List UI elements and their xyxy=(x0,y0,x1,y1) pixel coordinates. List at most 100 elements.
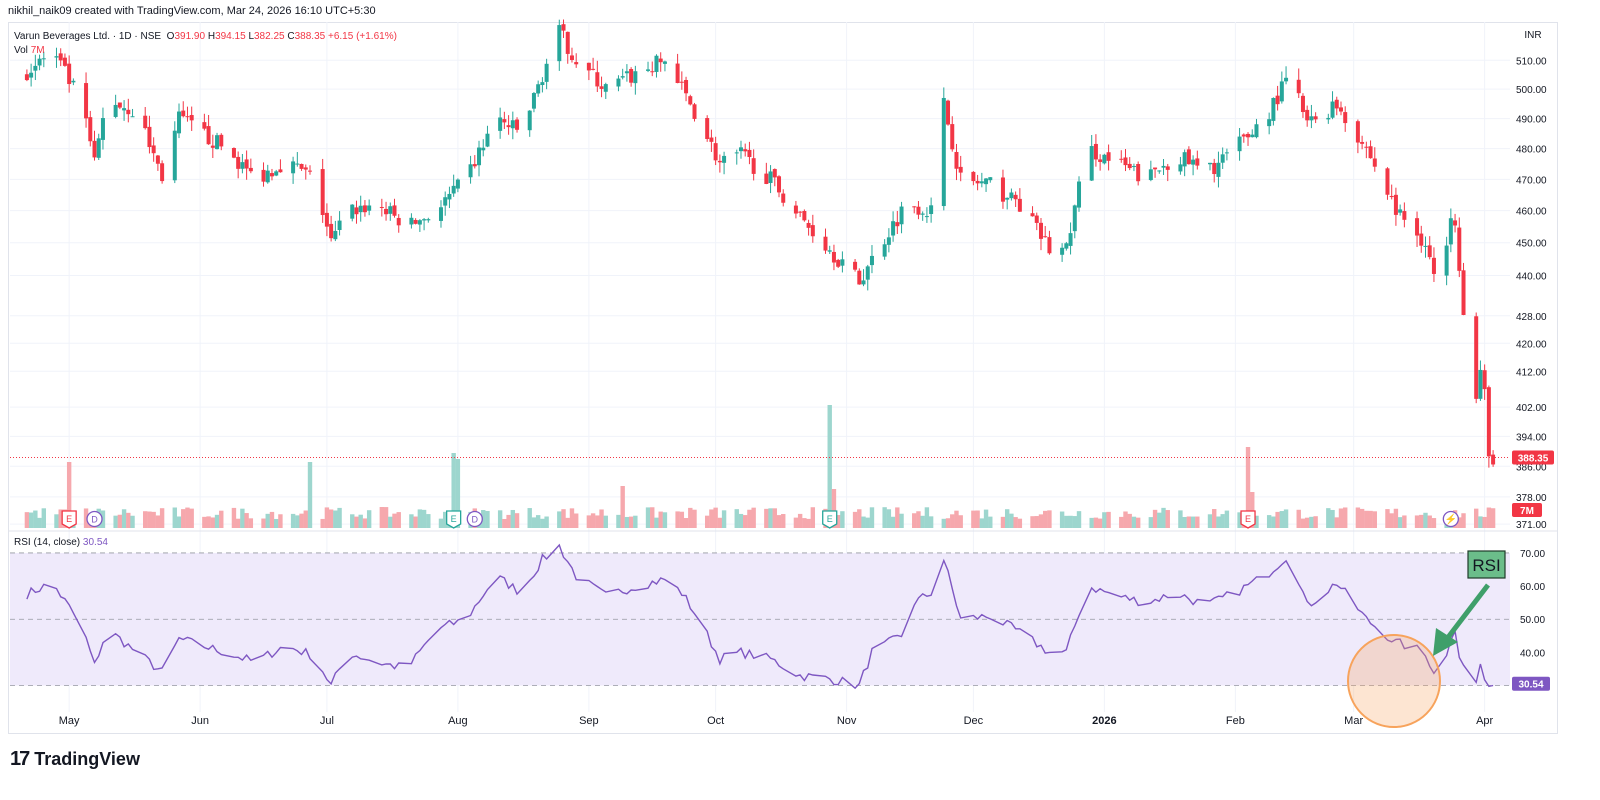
candle-body xyxy=(1271,97,1276,121)
candle-body xyxy=(1398,209,1403,213)
candle-body xyxy=(1195,158,1200,166)
chart-frame[interactable] xyxy=(8,22,1558,734)
candle-body xyxy=(1106,152,1111,161)
volume-bar xyxy=(83,508,89,528)
symbol-title[interactable]: Varun Beverages Ltd. · 1D · NSE xyxy=(14,31,162,42)
candle-body xyxy=(616,78,621,87)
volume-label[interactable]: Vol xyxy=(14,45,28,56)
volume-bar xyxy=(633,515,638,528)
volume-bar xyxy=(1237,512,1242,528)
candle-body xyxy=(1089,146,1094,181)
candle-body xyxy=(561,24,566,31)
volume-bar xyxy=(1490,508,1496,528)
chart-credit: nikhil_naik09 created with TradingView.c… xyxy=(8,5,376,17)
volume-bar xyxy=(628,516,634,528)
candle-body xyxy=(177,111,182,134)
volume-bar xyxy=(362,518,368,528)
volume-bar xyxy=(240,508,245,528)
tradingview-logo[interactable]: 17 TradingView xyxy=(10,748,140,771)
volume-bar xyxy=(793,517,799,528)
volume-bar xyxy=(324,507,330,528)
candle-body xyxy=(1448,218,1453,245)
candle-body xyxy=(569,55,574,60)
candle-body xyxy=(891,221,896,236)
candle-body xyxy=(274,171,279,176)
volume-bar xyxy=(743,515,748,528)
candle-body xyxy=(1009,192,1014,199)
volume-bar xyxy=(709,509,714,528)
candle-body xyxy=(1098,159,1103,162)
volume-bar xyxy=(273,518,279,528)
volume-bar xyxy=(920,515,925,528)
volume-bar xyxy=(1102,512,1107,528)
candle-body xyxy=(1017,198,1022,212)
volume-bar xyxy=(1313,516,1318,528)
volume-bar xyxy=(278,514,283,528)
candle-body xyxy=(1136,164,1141,182)
candle-body xyxy=(764,173,769,184)
volume-bar xyxy=(1157,512,1162,528)
volume-bar xyxy=(350,514,355,528)
volume-bar xyxy=(1283,509,1289,528)
volume-bar xyxy=(1414,515,1420,528)
volume-badge xyxy=(1512,503,1542,517)
volume-bar xyxy=(675,511,680,528)
candle-body xyxy=(1123,157,1128,166)
volume-bar xyxy=(485,511,490,528)
candle-body xyxy=(261,169,266,182)
rsi-axis-label: 70.00 xyxy=(1520,549,1545,560)
candle-body xyxy=(320,169,325,216)
candle-body xyxy=(278,169,283,173)
volume-bar xyxy=(1224,510,1230,528)
volume-bar xyxy=(379,507,385,528)
volume-bar xyxy=(557,511,562,528)
volume-bar xyxy=(565,517,570,528)
volume-bar xyxy=(1072,516,1077,528)
candle-body xyxy=(1368,146,1373,159)
volume-bar xyxy=(899,513,904,528)
candle-body xyxy=(624,71,629,74)
candle-body xyxy=(1360,141,1365,144)
candle-body xyxy=(810,225,815,237)
volume-bar xyxy=(535,515,541,528)
candle-body xyxy=(827,250,832,252)
candle-body xyxy=(899,206,904,225)
candle-body xyxy=(231,148,236,158)
candle-body xyxy=(455,179,460,189)
price-axis-label: 371.00 xyxy=(1516,520,1547,531)
volume-bar xyxy=(155,515,161,528)
volume-bar xyxy=(366,510,372,528)
earnings-marker-icon xyxy=(446,510,462,529)
candle-body xyxy=(1419,233,1424,246)
candle-body xyxy=(443,197,448,206)
rsi-value-badge-text: 30.54 xyxy=(1518,680,1543,691)
volume-bar xyxy=(244,513,249,528)
candle-body xyxy=(143,115,148,129)
currency-label[interactable]: INR xyxy=(1514,27,1552,45)
volume-bar xyxy=(975,510,980,528)
rsi-title[interactable]: RSI (14, close) xyxy=(14,537,81,548)
candle-body xyxy=(96,138,101,158)
last-price-badge xyxy=(1512,450,1554,465)
candle-body xyxy=(113,104,118,117)
volume-value: 7M xyxy=(30,45,45,56)
volume-bar xyxy=(1266,515,1272,528)
volume-bar xyxy=(1402,515,1407,528)
candle-body xyxy=(84,83,89,119)
volume-bar xyxy=(219,510,224,528)
candle-body xyxy=(1334,99,1339,109)
candle-body xyxy=(734,152,739,154)
volume-bar xyxy=(751,507,756,528)
volume-bar xyxy=(1473,508,1479,528)
candle-body xyxy=(388,206,393,214)
earnings-marker-icon xyxy=(822,510,838,529)
candle-body xyxy=(1415,218,1420,236)
volume-bar xyxy=(1372,511,1377,528)
volume-bar xyxy=(181,509,186,528)
candle-body xyxy=(1043,236,1048,238)
volume-bar xyxy=(1076,511,1082,528)
volume-bar xyxy=(100,510,106,528)
candle-body xyxy=(941,97,946,207)
candle-body xyxy=(303,167,308,170)
